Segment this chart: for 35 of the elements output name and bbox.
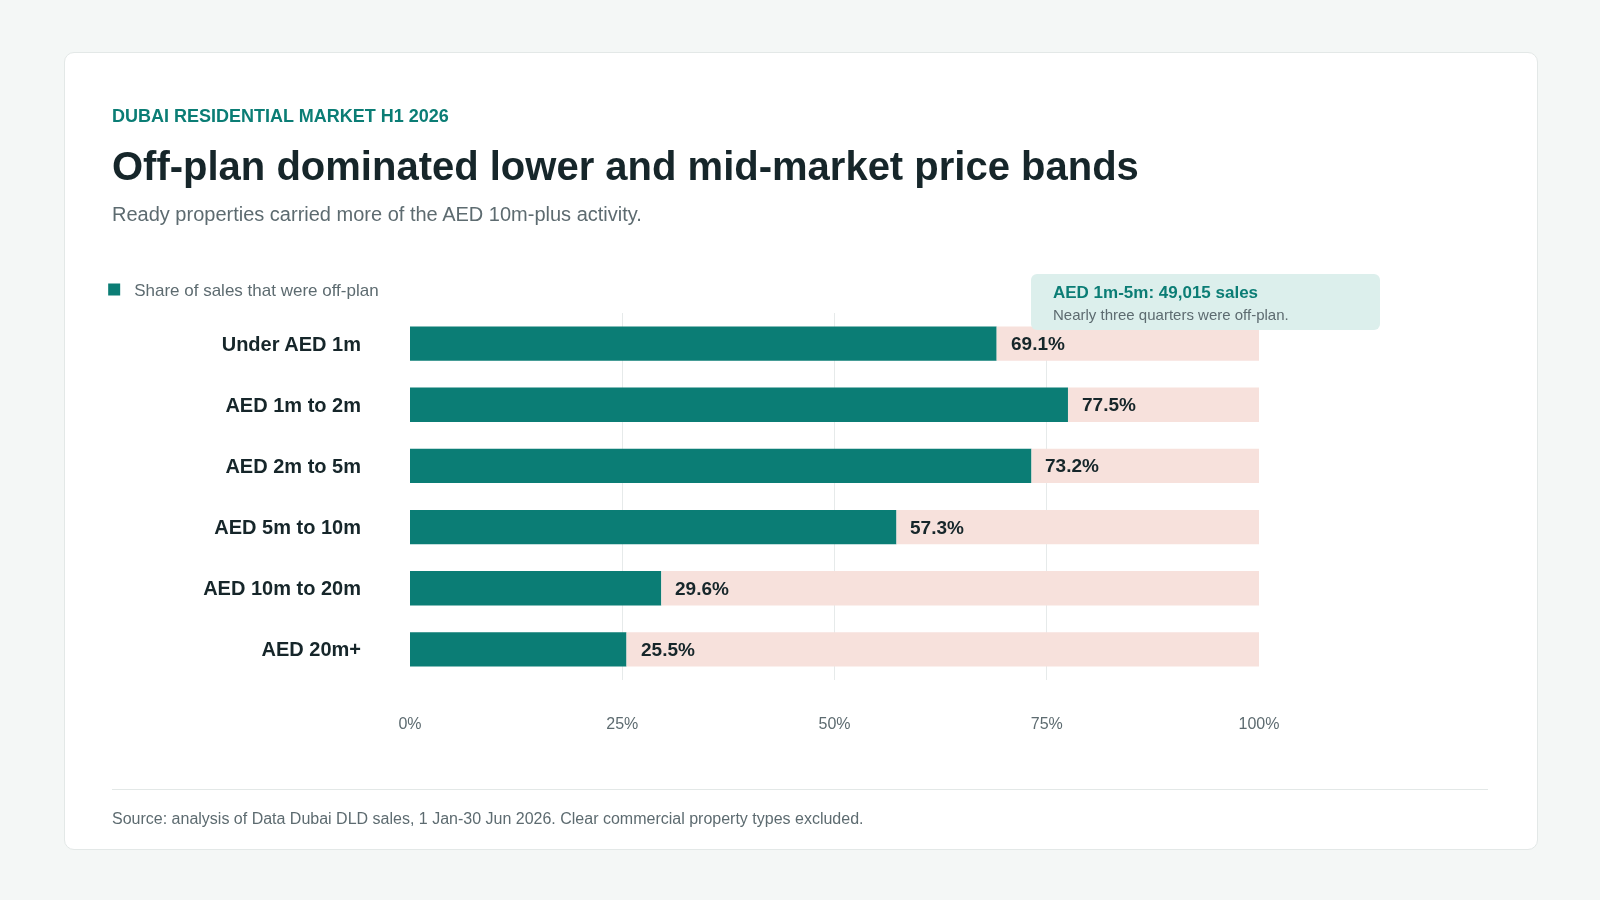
callout-box: AED 1m-5m: 49,015 sales Nearly three quarters were off-plan.: [1031, 274, 1380, 330]
x-tick-label: 25%: [606, 715, 639, 732]
bar: [896, 509, 1259, 545]
y-tick-label: Under AED 1m: [221, 332, 361, 355]
data-label: 69.1%: [1011, 333, 1065, 354]
bar: [1067, 387, 1259, 422]
data-label: 29.6%: [675, 578, 729, 599]
data-label: 57.3%: [910, 517, 964, 538]
annotation: Nearly three quarters were off-plan.: [1053, 306, 1290, 323]
data-label: 25.5%: [641, 639, 695, 660]
bar: [626, 632, 1259, 667]
bar: [661, 571, 1259, 606]
bar: [1031, 448, 1259, 484]
x-tick-label: 100%: [1238, 715, 1280, 732]
bar: [410, 326, 997, 361]
bar: [410, 632, 627, 667]
data-label: 77.5%: [1082, 394, 1136, 415]
chart-subtitle: DUBAI RESIDENTIAL MARKET H1 2026: [112, 106, 449, 127]
text: Ready properties carried more of the AED 10m-plus activity.: [112, 203, 642, 226]
bar: [410, 571, 662, 606]
legend-label: Share of sales that were off-plan: [134, 281, 379, 301]
chart-title: Off-plan dominated lower and mid-market price bands: [112, 144, 1139, 189]
bar: [410, 448, 1032, 484]
bar: [410, 387, 1068, 422]
y-tick-label: AED 1m to 2m: [225, 393, 361, 416]
y-tick-label: AED 5m to 10m: [214, 516, 361, 539]
y-tick-label: AED 20m+: [261, 638, 361, 661]
data-label: 73.2%: [1045, 455, 1099, 476]
y-tick-label: AED 10m to 20m: [203, 577, 361, 600]
x-tick-label: 75%: [1030, 715, 1063, 732]
source-note: Source: analysis of Data Dubai DLD sales, 1 Jan-30 Jun 2026. Clear commercial property types excluded.: [112, 810, 864, 828]
bar: [410, 509, 897, 545]
y-tick-label: AED 2m to 5m: [225, 454, 361, 477]
x-tick-label: 0%: [398, 715, 422, 732]
x-tick-label: 50%: [818, 715, 851, 732]
